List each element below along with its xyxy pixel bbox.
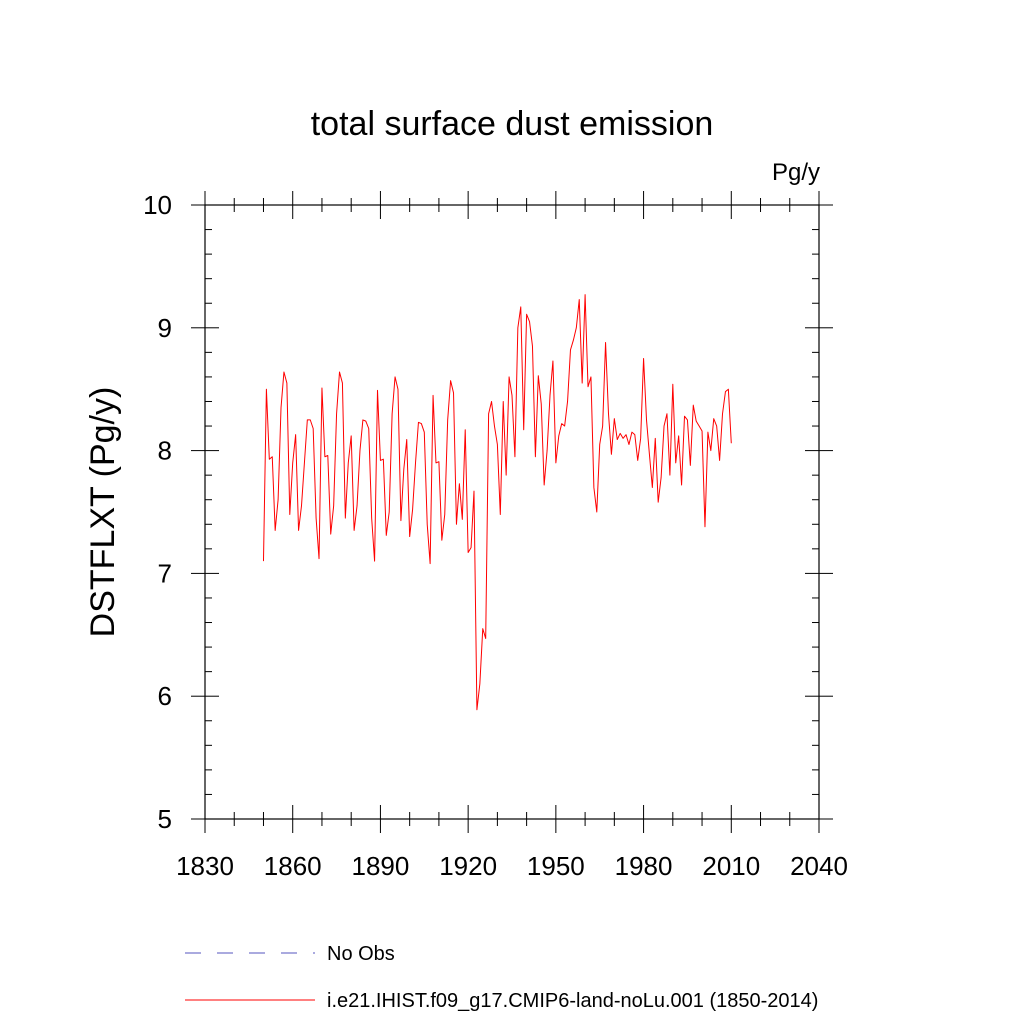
x-tick-label: 2040 bbox=[790, 851, 848, 881]
y-tick-label: 9 bbox=[158, 313, 172, 343]
x-tick-label: 1890 bbox=[352, 851, 410, 881]
chart-title: total surface dust emission bbox=[311, 105, 714, 143]
legend-label-no-obs: No Obs bbox=[327, 943, 395, 965]
legend-label-model-run: i.e21.IHIST.f09_g17.CMIP6-land-noLu.001 … bbox=[327, 990, 818, 1012]
series-line bbox=[262, 294, 732, 711]
x-tick-label: 2010 bbox=[702, 851, 760, 881]
legend: No Obs i.e21.IHIST.f09_g17.CMIP6-land-no… bbox=[185, 943, 818, 1012]
series-layer bbox=[262, 294, 732, 711]
x-tick-label: 1950 bbox=[527, 851, 585, 881]
x-tick-label: 1920 bbox=[439, 851, 497, 881]
axis-ticks bbox=[191, 191, 833, 833]
x-tick-label: 1830 bbox=[176, 851, 234, 881]
y-tick-label: 6 bbox=[158, 681, 172, 711]
y-tick-label: 5 bbox=[158, 804, 172, 834]
y-tick-label: 10 bbox=[143, 190, 172, 220]
axis-tick-labels: 1830 1860 1890 1920 1950 1980 2010 2040 5 6 7 8 9 10 bbox=[143, 190, 848, 881]
x-tick-label: 1860 bbox=[264, 851, 322, 881]
units-label: Pg/y bbox=[772, 159, 820, 186]
y-tick-label: 7 bbox=[158, 558, 172, 588]
plot-frame bbox=[204, 204, 820, 820]
x-tick-label: 1980 bbox=[615, 851, 673, 881]
y-axis-label: DSTFLXT (Pg/y) bbox=[84, 387, 122, 638]
y-tick-label: 8 bbox=[158, 436, 172, 466]
